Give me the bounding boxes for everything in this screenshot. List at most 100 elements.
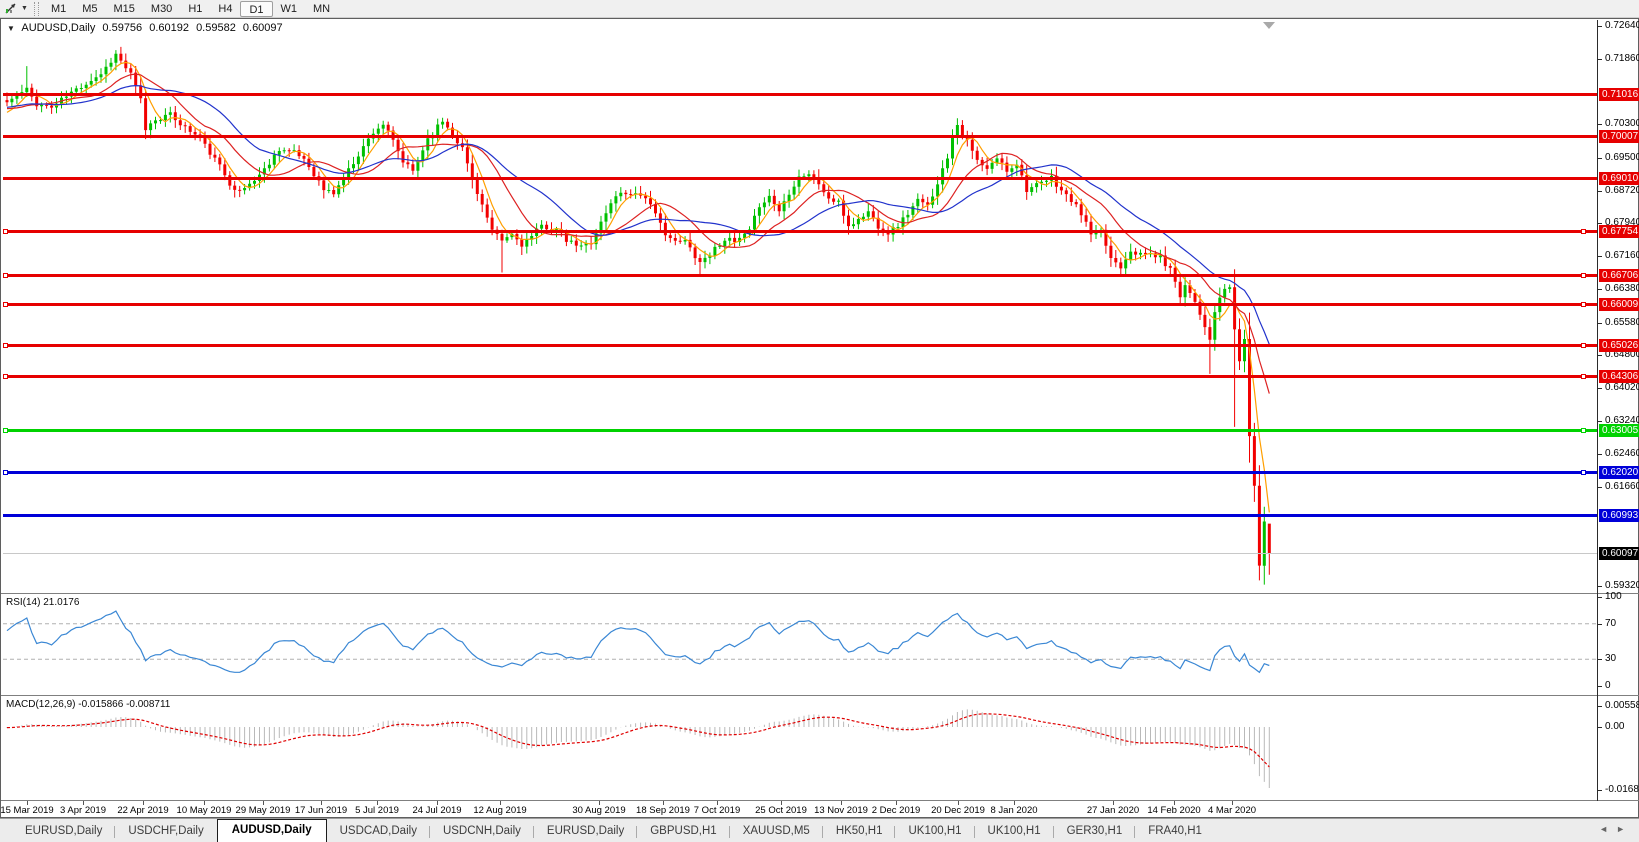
- tab-scroll-right-icon[interactable]: ►: [1616, 824, 1633, 834]
- chart-tab-uk100-h1[interactable]: UK100,H1: [975, 821, 1054, 842]
- date-label: 3 Apr 2019: [60, 805, 106, 816]
- chart-cursor-icon[interactable]: [2, 1, 20, 17]
- horizontal-line-object[interactable]: [3, 229, 1597, 233]
- hline-price-label: 0.71016: [1599, 87, 1639, 101]
- rsi-label: RSI(14) 21.0176: [6, 597, 80, 608]
- timeframe-toolbar: ▼ M1 M5 M15 M30 H1 H4 D1 W1 MN: [0, 0, 1639, 18]
- date-tick: [377, 801, 378, 805]
- chart-tab-ger30-h1[interactable]: GER30,H1: [1054, 821, 1136, 842]
- line-handle-left[interactable]: [3, 373, 8, 379]
- chart-tab-usdcnh-daily[interactable]: USDCNH,Daily: [430, 821, 534, 842]
- hline-price-label: 0.66009: [1599, 298, 1639, 311]
- horizontal-line-object[interactable]: [3, 374, 1597, 378]
- chart-tab-eurusd-daily[interactable]: EURUSD,Daily: [12, 821, 116, 842]
- line-handle-left[interactable]: [3, 302, 8, 307]
- date-tick: [1232, 801, 1233, 805]
- timeframe-button-m5[interactable]: M5: [82, 2, 98, 15]
- chart-shift-marker-icon[interactable]: [1263, 22, 1275, 29]
- line-handle-right[interactable]: [1581, 302, 1586, 307]
- pane-divider-macd[interactable]: [1, 695, 1639, 696]
- price-tick-label: 0.67160: [1605, 250, 1639, 262]
- price-tick: [1598, 355, 1602, 357]
- price-axis-border: [1597, 20, 1598, 801]
- timeframe-button-mn[interactable]: MN: [313, 2, 331, 15]
- hline-price-label: 0.64306: [1599, 369, 1639, 383]
- timeframe-button-m30[interactable]: M30: [150, 2, 173, 15]
- horizontal-line-object[interactable]: [3, 273, 1597, 277]
- timeframe-button-w1[interactable]: W1: [280, 2, 298, 15]
- pane-divider-timescale[interactable]: [1, 800, 1639, 801]
- chart-tab-usdchf-daily[interactable]: USDCHF,Daily: [128, 825, 204, 837]
- pane-divider-rsi[interactable]: [1, 593, 1639, 594]
- ohlc-high: 0.60192: [149, 22, 189, 34]
- price-tick: [1598, 223, 1602, 225]
- line-handle-left[interactable]: [3, 469, 8, 475]
- line-handle-left[interactable]: [3, 343, 8, 349]
- price-tick-label: 0.69500: [1605, 151, 1639, 163]
- line-handle-right[interactable]: [1581, 228, 1586, 234]
- date-label: 5 Jul 2019: [355, 805, 399, 816]
- line-handle-right[interactable]: [1581, 343, 1586, 349]
- price-tick-label: 0.64800: [1605, 349, 1639, 361]
- date-tick: [204, 801, 205, 805]
- price-tick-label: 0.67940: [1605, 217, 1639, 229]
- date-label: 2 Dec 2019: [871, 805, 921, 816]
- chart-tab-usdcad-daily[interactable]: USDCAD,Daily: [327, 821, 430, 842]
- date-tick: [437, 801, 438, 805]
- timeframe-button-d1[interactable]: D1: [240, 0, 273, 17]
- line-handle-right[interactable]: [1581, 373, 1586, 379]
- timeframe-button-m1[interactable]: M1: [50, 2, 67, 15]
- date-tick: [321, 801, 322, 805]
- line-handle-left[interactable]: [3, 272, 8, 278]
- chart-tab-fra40-h1[interactable]: FRA40,H1: [1148, 825, 1202, 837]
- macd-tick: [1598, 706, 1602, 707]
- horizontal-line-object[interactable]: [3, 92, 1597, 96]
- horizontal-line-object[interactable]: [3, 303, 1597, 306]
- date-label: 29 May 2019: [235, 805, 291, 816]
- macd-axis-label: 0.005587: [1605, 700, 1639, 711]
- rsi-axis-label: 30: [1605, 653, 1617, 665]
- date-label: 18 Sep 2019: [636, 805, 690, 816]
- current-price-label: 0.60097: [1599, 546, 1639, 560]
- horizontal-line-object[interactable]: [3, 134, 1597, 138]
- rsi-axis-label: 70: [1605, 617, 1617, 629]
- line-handle-left[interactable]: [3, 428, 8, 434]
- price-tick: [1598, 124, 1602, 126]
- toolbar-grip[interactable]: [33, 1, 39, 16]
- date-tick: [958, 801, 959, 805]
- horizontal-line-object[interactable]: [3, 429, 1597, 433]
- price-tick-label: 0.62460: [1605, 447, 1639, 459]
- line-handle-right[interactable]: [1581, 272, 1586, 278]
- horizontal-line-object[interactable]: [3, 470, 1597, 474]
- timeframe-button-m15[interactable]: M15: [113, 2, 135, 15]
- chart-tab-audusd-daily[interactable]: AUDUSD,Daily: [216, 819, 327, 842]
- price-tick: [1598, 585, 1602, 587]
- horizontal-line-object[interactable]: [3, 176, 1597, 180]
- date-label: 10 May 2019: [176, 805, 232, 816]
- date-label: 24 Jul 2019: [412, 805, 462, 816]
- chart-menu-dropdown-icon[interactable]: ▼: [21, 4, 28, 12]
- chart-tab-xauusd-m5[interactable]: XAUUSD,M5: [730, 821, 823, 842]
- tab-separator: [532, 826, 534, 838]
- date-label: 4 Mar 2020: [1207, 805, 1257, 816]
- timeframe-button-h1[interactable]: H1: [188, 2, 203, 15]
- line-handle-right[interactable]: [1581, 428, 1586, 434]
- date-tick: [1174, 801, 1175, 805]
- chart-tab-uk100-h1[interactable]: UK100,H1: [895, 821, 975, 842]
- timeframe-button-h4[interactable]: H4: [218, 2, 233, 15]
- chart-tab-gbpusd-h1[interactable]: GBPUSD,H1: [637, 821, 730, 842]
- chart-tab-hk50-h1[interactable]: HK50,H1: [823, 821, 896, 842]
- tab-scroll-left-icon[interactable]: ◄: [1599, 824, 1617, 834]
- price-tick-label: 0.64020: [1605, 382, 1639, 394]
- price-tick: [1598, 322, 1602, 324]
- hline-price-label: 0.66706: [1599, 268, 1639, 282]
- horizontal-line-object[interactable]: [3, 514, 1597, 517]
- one-click-collapse-icon[interactable]: ▼: [7, 24, 15, 33]
- tab-separator: [1134, 826, 1136, 838]
- line-handle-right[interactable]: [1581, 469, 1586, 475]
- horizontal-line-object[interactable]: [3, 344, 1597, 348]
- chart-tab-eurusd-daily[interactable]: EURUSD,Daily: [534, 821, 638, 842]
- chart-canvas[interactable]: [1, 19, 1638, 817]
- date-tick: [781, 801, 782, 805]
- line-handle-left[interactable]: [3, 228, 8, 234]
